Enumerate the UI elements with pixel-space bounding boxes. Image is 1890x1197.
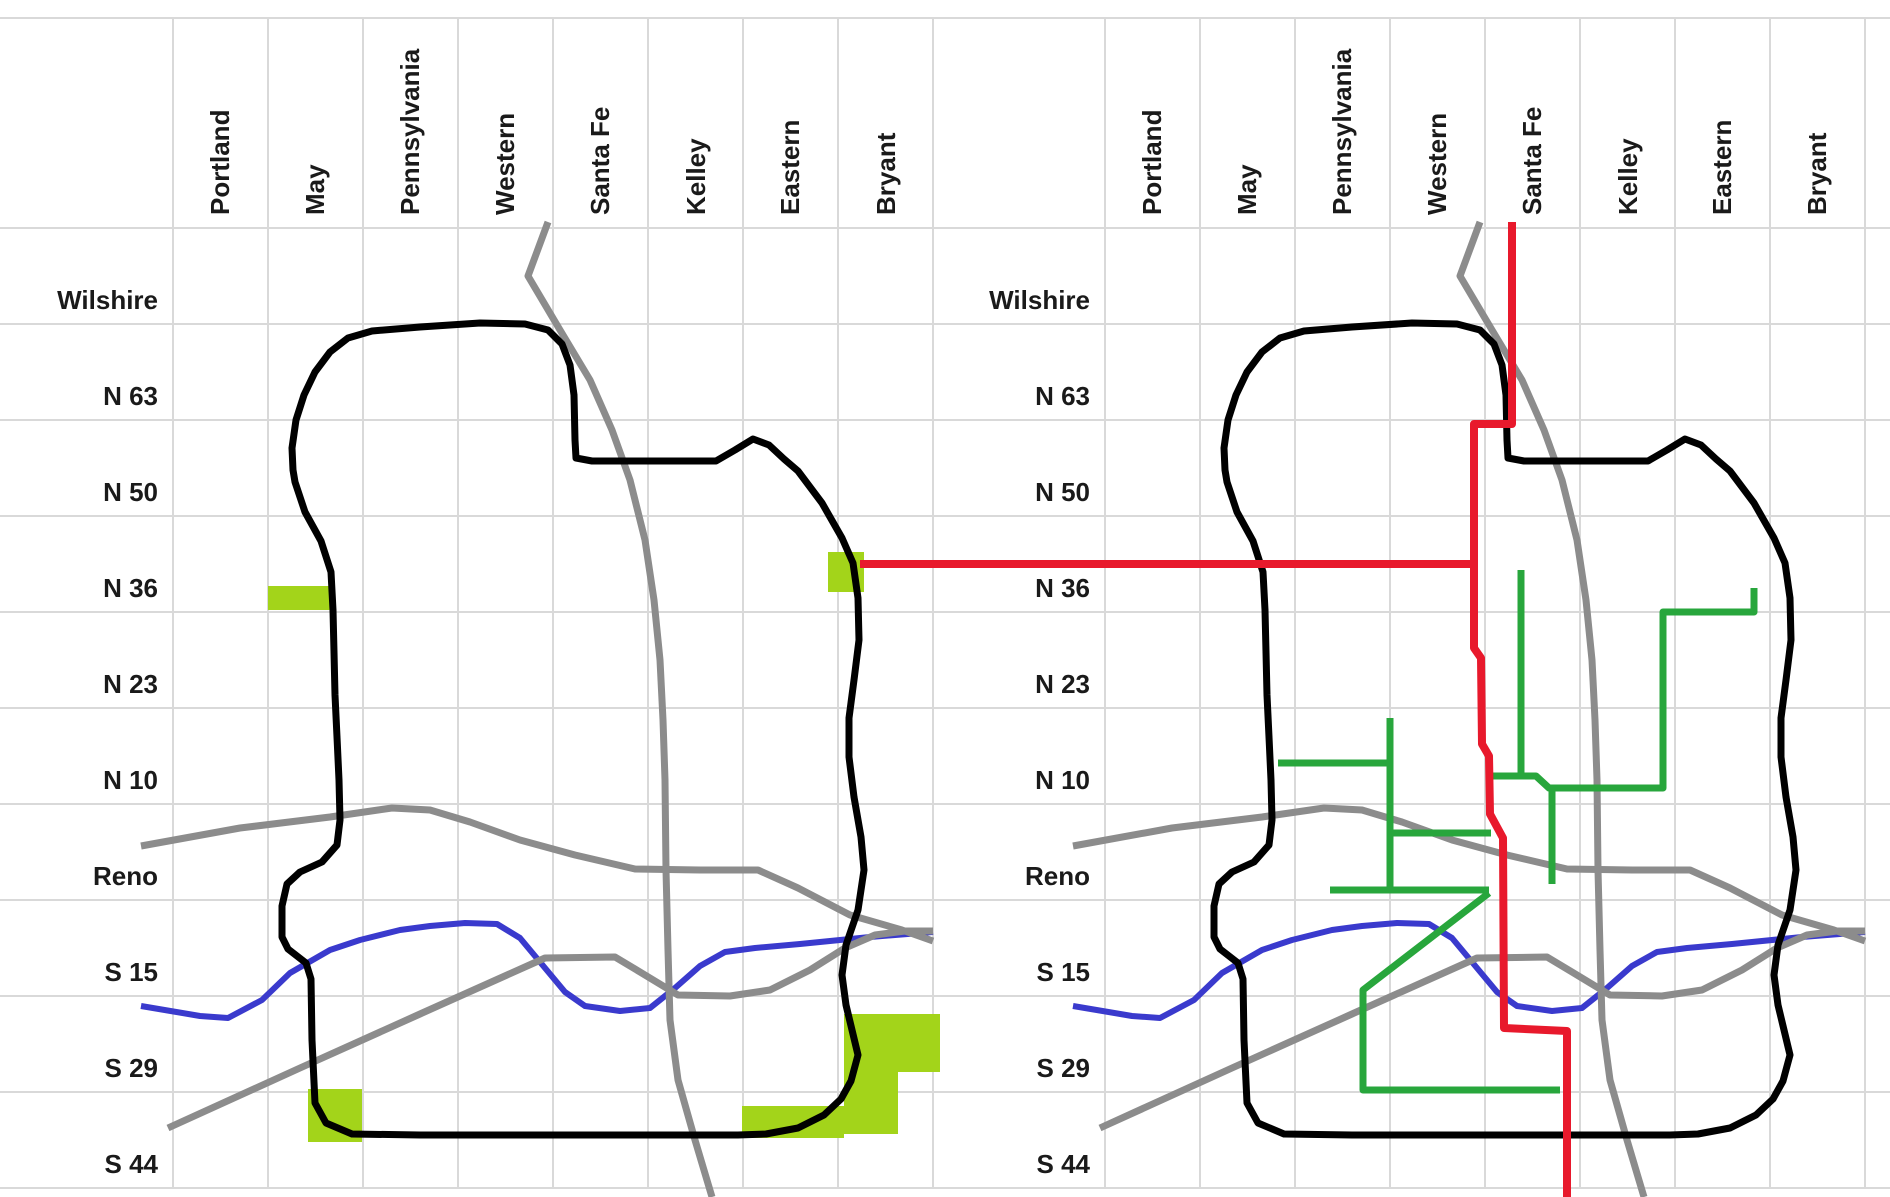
right-panel-row-label-wilshire: Wilshire: [989, 285, 1090, 315]
right-panel-col-label-eastern: Eastern: [1707, 120, 1737, 215]
river-right-panel: [1072, 920, 1866, 1021]
right-panel-row-label-n-23: N 23: [1035, 669, 1090, 699]
sw-diagonal-highway-left-panel: [166, 927, 933, 1132]
river-left-panel: [140, 920, 934, 1021]
left-panel-col-label-kelley: Kelley: [681, 138, 711, 215]
left-panel-row-label-reno: Reno: [93, 861, 158, 891]
left-panel-col-label-portland: Portland: [205, 110, 235, 215]
left-panel-col-label-bryant: Bryant: [871, 132, 901, 215]
right-panel-col-label-pennsylvania: Pennsylvania: [1327, 48, 1357, 215]
left-panel-row-label-wilshire: Wilshire: [57, 285, 158, 315]
left-panel-col-label-santa-fe: Santa Fe: [585, 107, 615, 215]
right-panel-row-label-s-15: S 15: [1037, 957, 1091, 987]
beltway-loop-left-panel: [278, 319, 868, 1139]
left-panel-row-label-s-15: S 15: [105, 957, 159, 987]
left-panel-col-label-eastern: Eastern: [775, 120, 805, 215]
left-panel-row-label-s-29: S 29: [105, 1053, 159, 1083]
left-panel-col-label-western: Western: [490, 113, 520, 215]
nw-diagonal-highway-left-panel: [524, 220, 716, 1197]
left-panel-row-label-n-10: N 10: [103, 765, 158, 795]
right-panel-row-label-n-50: N 50: [1035, 477, 1090, 507]
left-panel-row-label-n-23: N 23: [103, 669, 158, 699]
left-panel-col-label-pennsylvania: Pennsylvania: [395, 48, 425, 215]
right-panel-row-label-reno: Reno: [1025, 861, 1090, 891]
right-panel-col-label-bryant: Bryant: [1802, 132, 1832, 215]
right-panel-row-label-s-29: S 29: [1037, 1053, 1091, 1083]
right-panel-col-label-kelley: Kelley: [1613, 138, 1643, 215]
left-panel-row-label-n-50: N 50: [103, 477, 158, 507]
left-panel-row-label-n-63: N 63: [103, 381, 158, 411]
beltway-loop-right-panel: [1210, 319, 1800, 1139]
right-panel-row-label-n-36: N 36: [1035, 573, 1090, 603]
highlight-cell-may-n36: [268, 586, 330, 610]
left-panel-row-label-s-44: S 44: [105, 1149, 159, 1179]
right-panel-col-label-portland: Portland: [1137, 110, 1167, 215]
right-panel-col-label-santa-fe: Santa Fe: [1517, 107, 1547, 215]
sw-diagonal-highway-right-panel: [1098, 927, 1865, 1132]
right-panel-row-label-s-44: S 44: [1037, 1149, 1091, 1179]
right-panel-row-label-n-10: N 10: [1035, 765, 1090, 795]
green-route-sw-branch: [1359, 890, 1560, 1094]
green-route-ne-branch: [1491, 588, 1758, 792]
highlight-cell-bryant-s29-a: [844, 1014, 940, 1072]
right-panel-col-label-western: Western: [1422, 113, 1452, 215]
left-panel-col-label-may: May: [300, 164, 330, 215]
right-panel-col-label-may: May: [1232, 164, 1262, 215]
left-panel-row-label-n-36: N 36: [103, 573, 158, 603]
red-route-main: [1470, 222, 1571, 1197]
reno-highway-left-panel: [140, 804, 935, 945]
right-panel-row-label-n-63: N 63: [1035, 381, 1090, 411]
